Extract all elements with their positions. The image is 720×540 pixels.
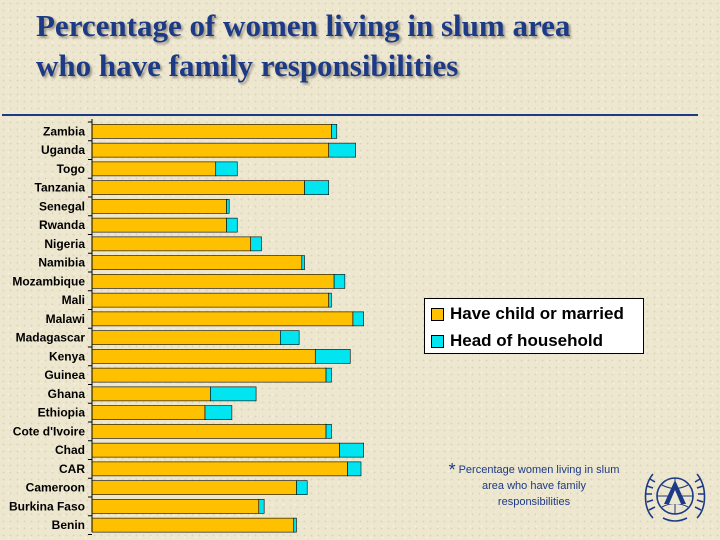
- category-label: Senegal: [39, 199, 85, 213]
- un-habitat-logo-icon: [644, 473, 706, 522]
- bar-have-child-or-married: [91, 461, 348, 477]
- bar-have-child-or-married: [91, 442, 340, 458]
- bar-head-of-household: [215, 161, 238, 177]
- bar-have-child-or-married: [91, 142, 330, 158]
- bar-head-of-household: [314, 349, 351, 364]
- bar-head-of-household: [339, 442, 364, 458]
- title-line-1: Percentage of women living in slum area: [36, 8, 571, 43]
- category-label: CAR: [59, 462, 85, 476]
- chart-legend: Have child or married Head of household: [424, 298, 644, 354]
- legend-swatch-series2: [431, 334, 444, 348]
- bar-have-child-or-married: [91, 217, 227, 233]
- bar-head-of-household: [333, 274, 346, 289]
- bar-have-child-or-married: [91, 311, 354, 327]
- bar-have-child-or-married: [91, 367, 327, 383]
- bar-have-child-or-married: [91, 161, 217, 177]
- legend-item-series1: Have child or married: [431, 302, 624, 326]
- bar-head-of-household: [296, 480, 308, 495]
- bar-have-child-or-married: [91, 124, 332, 139]
- category-label: Tanzania: [35, 181, 86, 195]
- category-label: Benin: [52, 518, 85, 532]
- legend-swatch-series1: [431, 307, 444, 321]
- category-label: Madagascar: [16, 331, 86, 345]
- bar-have-child-or-married: [91, 199, 227, 214]
- bar-head-of-household: [347, 461, 362, 477]
- category-label: Guinea: [44, 368, 85, 382]
- category-label: Nigeria: [44, 237, 85, 251]
- bar-head-of-household: [325, 367, 332, 383]
- bar-head-of-household: [352, 311, 364, 327]
- category-label: Ghana: [48, 387, 86, 401]
- category-label: Chad: [55, 443, 85, 457]
- category-label: Kenya: [49, 349, 85, 363]
- legend-item-series2: Head of household: [431, 329, 603, 353]
- category-label: Namibia: [38, 256, 85, 270]
- bar-have-child-or-married: [91, 349, 316, 364]
- legend-label-series1: Have child or married: [450, 304, 624, 323]
- title-divider: [2, 114, 698, 116]
- bar-have-child-or-married: [91, 274, 335, 289]
- bar-have-child-or-married: [91, 405, 206, 420]
- bar-head-of-household: [328, 292, 332, 308]
- bar-head-of-household: [279, 330, 300, 345]
- bar-have-child-or-married: [91, 330, 281, 345]
- bar-head-of-household: [226, 217, 238, 233]
- bar-head-of-household: [328, 142, 356, 158]
- category-label: Mozambique: [12, 274, 85, 288]
- legend-label-series2: Head of household: [450, 331, 603, 350]
- bar-head-of-household: [210, 386, 257, 402]
- bar-head-of-household: [258, 499, 265, 514]
- footnote-star: *: [448, 460, 456, 480]
- bar-head-of-household: [250, 236, 262, 252]
- category-label: Togo: [57, 162, 85, 176]
- category-label: Malawi: [46, 312, 85, 326]
- title-line-2: who have family responsibilities: [36, 48, 459, 83]
- category-label: Ethiopia: [38, 406, 86, 420]
- category-label: Zambia: [43, 124, 85, 138]
- bar-head-of-household: [293, 517, 297, 533]
- footnote: * Percentage women living in slum area wh…: [448, 460, 620, 510]
- bar-have-child-or-married: [91, 386, 211, 402]
- bar-head-of-household: [226, 199, 230, 214]
- bar-have-child-or-married: [91, 236, 252, 252]
- bar-head-of-household: [331, 124, 338, 139]
- category-label: Cameroon: [26, 481, 85, 495]
- category-label: Mali: [62, 293, 85, 307]
- bar-have-child-or-married: [91, 292, 330, 308]
- chart-title: Percentage of women living in slum area …: [36, 6, 716, 86]
- bar-have-child-or-married: [91, 180, 305, 195]
- bar-have-child-or-married: [91, 424, 327, 439]
- bar-head-of-household: [325, 424, 332, 439]
- bar-have-child-or-married: [91, 480, 297, 495]
- category-label: Rwanda: [39, 218, 85, 232]
- bar-head-of-household: [304, 180, 330, 195]
- category-label: Uganda: [41, 143, 85, 157]
- category-label: Burkina Faso: [9, 499, 85, 513]
- bar-have-child-or-married: [91, 255, 303, 270]
- bar-have-child-or-married: [91, 517, 295, 533]
- footnote-text: Percentage women living in slum area who…: [458, 464, 620, 508]
- bar-head-of-household: [204, 405, 233, 420]
- category-label: Cote d'Ivoire: [13, 424, 86, 438]
- bar-chart: Zambia Uganda Togo Tanzania Senegal Rwanda Nig…: [9, 119, 364, 535]
- bar-head-of-household: [301, 255, 305, 270]
- bar-have-child-or-married: [91, 499, 260, 514]
